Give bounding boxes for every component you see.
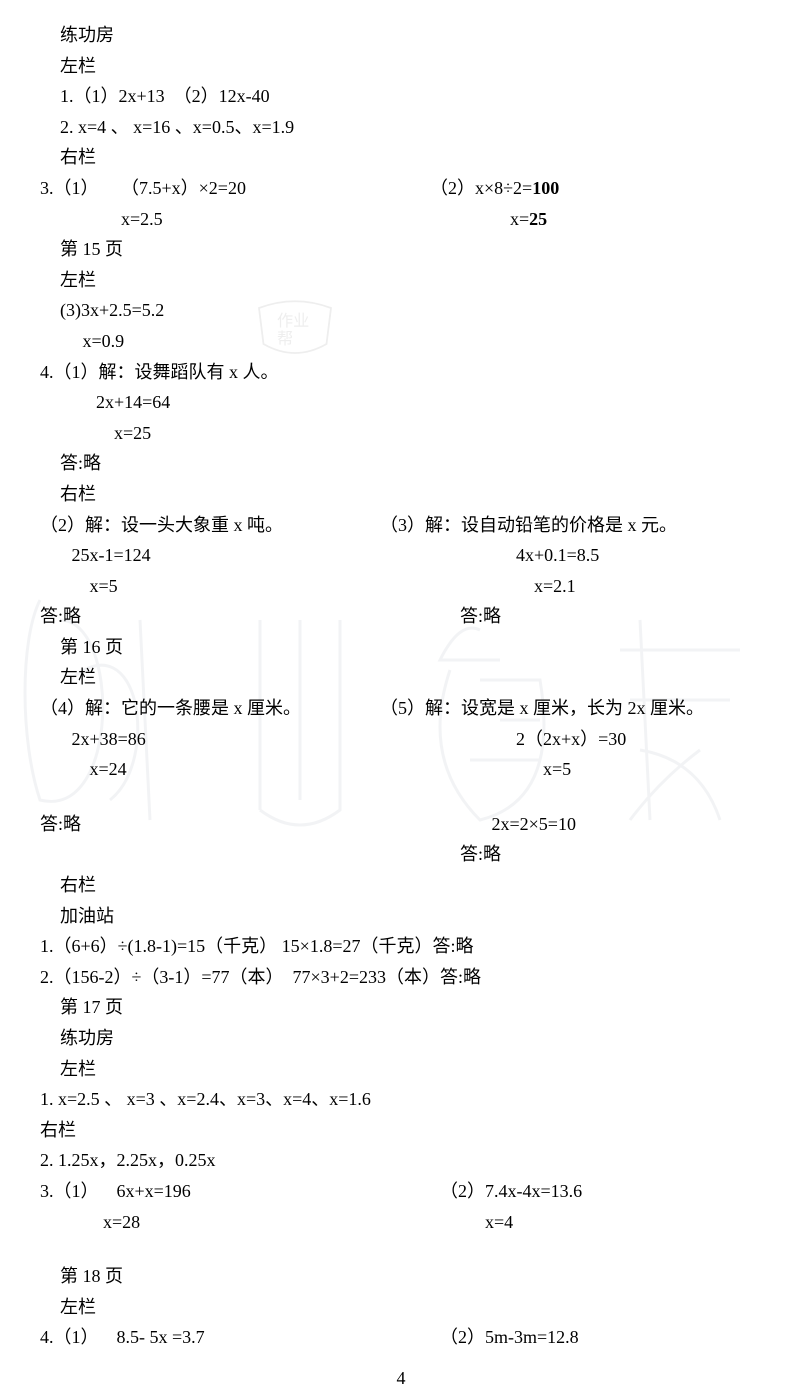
answer-right: （2）5m-3m=12.8	[430, 1322, 772, 1353]
answer-left	[30, 839, 430, 870]
answer-line: 4.（1）解：设舞蹈队有 x 人。	[30, 357, 772, 388]
answer-row: 2x+38=86 2（2x+x）=30	[30, 724, 772, 755]
answer-row: 答:略	[30, 839, 772, 870]
answer-row: 4.（1） 8.5- 5x =3.7 （2）5m-3m=12.8	[30, 1322, 772, 1353]
answer-right: 答:略	[430, 601, 772, 632]
answer-row: （4）解：它的一条腰是 x 厘米。 （5）解：设宽是 x 厘米，长为 2x 厘米…	[30, 693, 772, 724]
column-label: 右栏	[30, 870, 772, 901]
answer-left: 4.（1） 8.5- 5x =3.7	[30, 1322, 430, 1353]
bold-value: 25	[529, 209, 547, 229]
answer-left: 答:略	[30, 601, 430, 632]
answer-right: 2（2x+x）=30	[430, 724, 772, 755]
answer-line: 2. 1.25x，2.25x，0.25x	[30, 1145, 772, 1176]
bold-value: 100	[532, 178, 559, 198]
answer-right: x=5	[430, 754, 772, 785]
page-label: 第 16 页	[30, 632, 772, 663]
answer-left: x=5	[30, 571, 430, 602]
answer-left: （2）解：设一头大象重 x 吨。	[30, 510, 380, 541]
column-label: 右栏	[30, 479, 772, 510]
answer-right: x=2.1	[430, 571, 772, 602]
answer-row: 3.（1） （7.5+x）×2=20 （2）x×8÷2=100	[30, 173, 772, 204]
column-label: 右栏	[30, 142, 772, 173]
answer-line: 答:略	[30, 448, 772, 479]
answer-row: （2）解：设一头大象重 x 吨。 （3）解：设自动铅笔的价格是 x 元。	[30, 510, 772, 541]
answer-right: （3）解：设自动铅笔的价格是 x 元。	[380, 510, 772, 541]
answer-row: x=5 x=2.1	[30, 571, 772, 602]
page-label: 第 15 页	[30, 234, 772, 265]
answer-right: （5）解：设宽是 x 厘米，长为 2x 厘米。	[380, 693, 772, 724]
answer-right: x=4	[430, 1207, 772, 1238]
answer-row: 答:略 2x=2×5=10	[30, 809, 772, 840]
section-header: 练功房	[30, 20, 772, 51]
answer-left: x=24	[30, 754, 430, 785]
answer-row: x=28 x=4	[30, 1207, 772, 1238]
answer-left: （4）解：它的一条腰是 x 厘米。	[30, 693, 380, 724]
column-label: 右栏	[30, 1115, 772, 1146]
answer-line: 2. x=4 、 x=16 、x=0.5、x=1.9	[30, 112, 772, 143]
column-label: 左栏	[30, 1054, 772, 1085]
section-header: 加油站	[30, 901, 772, 932]
answer-line: x=0.9	[30, 326, 772, 357]
answer-right: 4x+0.1=8.5	[430, 540, 772, 571]
answer-line: 1.（6+6）÷(1.8-1)=15（千克） 15×1.8=27（千克）答:略	[30, 931, 772, 962]
answer-right: 2x=2×5=10	[430, 809, 772, 840]
answer-line: 2.（156-2）÷（3-1）=77（本） 77×3+2=233（本）答:略	[30, 962, 772, 993]
answer-row: 25x-1=124 4x+0.1=8.5	[30, 540, 772, 571]
column-label: 左栏	[30, 1292, 772, 1323]
answer-left: x=28	[30, 1207, 430, 1238]
answer-left: 3.（1） 6x+x=196	[30, 1176, 430, 1207]
answer-left: 2x+38=86	[30, 724, 430, 755]
page-label: 第 17 页	[30, 992, 772, 1023]
answer-right: 答:略	[430, 839, 772, 870]
column-label: 左栏	[30, 265, 772, 296]
section-header: 练功房	[30, 1023, 772, 1054]
answer-row: x=24 x=5	[30, 754, 772, 785]
answer-left: 3.（1） （7.5+x）×2=20	[30, 173, 430, 204]
answer-line: 1.（1）2x+13 （2）12x-40	[30, 81, 772, 112]
answer-right: （2）7.4x-4x=13.6	[430, 1176, 772, 1207]
answer-left: 答:略	[30, 809, 430, 840]
answer-row: 3.（1） 6x+x=196 （2）7.4x-4x=13.6	[30, 1176, 772, 1207]
answer-line: (3)3x+2.5=5.2	[30, 295, 772, 326]
answer-row: x=2.5 x=25	[30, 204, 772, 235]
page-label: 第 18 页	[30, 1261, 772, 1292]
answer-line: x=25	[30, 418, 772, 449]
answer-line: 2x+14=64	[30, 387, 772, 418]
answer-right: （2）x×8÷2=100	[430, 173, 772, 204]
column-label: 左栏	[30, 662, 772, 693]
answer-line: 1. x=2.5 、 x=3 、x=2.4、x=3、x=4、x=1.6	[30, 1084, 772, 1115]
page-number: 4	[30, 1363, 772, 1394]
answer-right: x=25	[430, 204, 772, 235]
answer-row: 答:略 答:略	[30, 601, 772, 632]
answer-left: 25x-1=124	[30, 540, 430, 571]
answer-left: x=2.5	[30, 204, 430, 235]
column-label: 左栏	[30, 51, 772, 82]
